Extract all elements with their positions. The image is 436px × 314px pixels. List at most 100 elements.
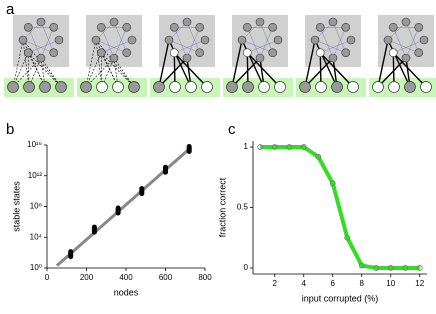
edge [393,27,407,59]
edge [247,39,279,53]
output-node [331,81,343,93]
link [22,39,62,88]
node [341,48,351,58]
marker [315,153,322,160]
x-tick-label: 0 [45,273,50,282]
node [414,22,424,32]
output-node [80,81,92,93]
x-tick-label: 10 [386,279,395,288]
link [40,57,62,88]
output-node [299,81,311,93]
point [91,224,97,235]
x-tick-label: 8 [360,279,365,288]
node [255,17,265,27]
line [260,145,420,270]
node [383,35,393,45]
node [182,53,192,63]
node [273,35,283,45]
y-axis-label: stable states [11,181,21,232]
node [242,22,252,32]
edge [28,39,60,53]
output-node [242,81,254,93]
node [54,35,64,45]
y-tick-label: 10⁴ [30,232,43,241]
edge [168,39,200,53]
output-node [420,81,432,93]
marker [387,265,394,271]
y-tick-label: 10¹² [28,171,43,180]
link [246,52,281,88]
marker [257,144,264,150]
node [237,35,247,45]
output-node [112,81,124,93]
edge [332,27,346,59]
node [268,22,278,32]
marker [344,234,351,241]
node [36,17,46,27]
edge [113,27,127,59]
y-tick-label: 0 [244,263,249,272]
output-node [201,81,213,93]
link [22,39,46,88]
link [319,52,354,88]
x-axis-label: nodes [114,287,139,297]
marker [416,265,423,271]
node [315,48,325,58]
edge [28,27,42,59]
node [414,48,424,58]
edge [320,39,352,53]
node [388,48,398,58]
edge [186,27,200,59]
output-node [185,81,197,93]
edge [393,39,425,53]
point [115,205,121,216]
x-tick-label: 400 [119,273,133,282]
node [328,17,338,27]
link [95,39,119,88]
edge [174,27,188,59]
node [401,17,411,27]
panel-label: a [6,1,15,18]
marker [271,144,278,150]
edge [40,27,54,59]
x-tick-label: 4 [302,279,307,288]
output-node [96,81,108,93]
node [122,48,132,58]
panel-label: b [6,121,14,138]
link [113,57,135,88]
link [168,39,192,88]
link [85,52,102,88]
node [401,53,411,63]
link [377,39,389,88]
edge [320,27,334,59]
output-node [274,81,286,93]
node [419,35,429,45]
link [304,57,334,88]
link [85,39,97,88]
output-node [226,81,238,93]
node [122,22,132,32]
green-strip [4,78,74,97]
node [18,35,28,45]
node [49,48,59,58]
green-strip [77,78,147,97]
x-tick-label: 800 [198,273,212,282]
node [169,48,179,58]
link [231,57,261,88]
edge [101,39,133,53]
node [36,53,46,63]
node [255,53,265,63]
node [195,22,205,32]
x-tick-label: 2 [273,279,278,288]
marker [373,265,380,271]
edge [405,27,419,59]
y-tick-label: 0.5 [237,203,249,212]
link [95,39,103,88]
edge [387,39,419,53]
edge [314,39,346,53]
link [101,52,135,88]
marker [358,262,365,269]
node [169,22,179,32]
link [392,52,427,88]
